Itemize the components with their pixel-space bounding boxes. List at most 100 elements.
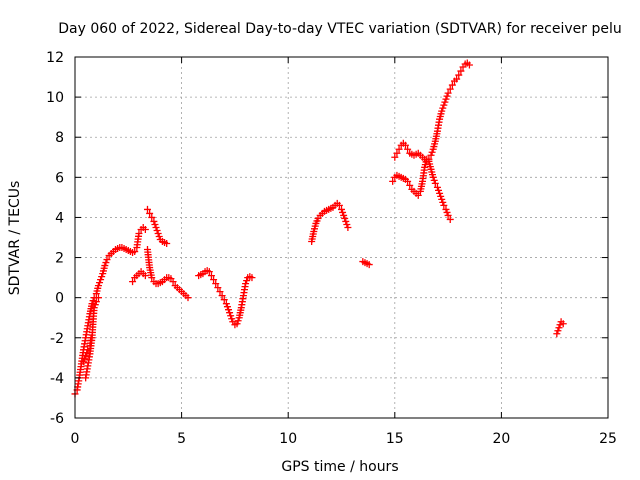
data-point	[225, 306, 233, 314]
data-point	[163, 240, 171, 248]
data-point	[81, 355, 89, 363]
data-point	[131, 248, 139, 256]
data-point	[428, 148, 436, 156]
data-point	[220, 296, 228, 304]
data-point	[103, 256, 111, 264]
data-point	[457, 67, 465, 75]
data-point	[153, 226, 161, 234]
data-point	[218, 292, 226, 300]
data-point	[141, 272, 149, 280]
data-point	[222, 300, 230, 308]
y-tick-label: -6	[50, 411, 64, 427]
data-point	[248, 274, 256, 282]
data-point	[429, 173, 437, 181]
data-point	[556, 321, 564, 329]
data-point	[401, 141, 409, 149]
data-point	[82, 352, 90, 360]
data-point	[234, 317, 242, 325]
y-tick-label: 0	[55, 291, 64, 307]
data-point	[553, 330, 561, 338]
y-tick-label: 6	[55, 170, 64, 186]
data-point	[102, 259, 110, 267]
data-point	[152, 223, 160, 231]
data-point	[129, 278, 137, 286]
data-point	[214, 284, 222, 292]
data-point	[150, 217, 158, 225]
grid	[75, 57, 608, 418]
data-point	[431, 179, 439, 187]
data-point	[342, 217, 350, 225]
data-point	[243, 277, 251, 285]
data-point	[335, 201, 343, 209]
data-point	[444, 211, 452, 219]
data-point	[343, 220, 351, 228]
data-point	[233, 320, 241, 328]
data-point	[433, 183, 441, 191]
data-point	[97, 276, 105, 284]
data-point	[453, 75, 461, 83]
data-point	[393, 149, 401, 157]
data-point	[227, 312, 235, 320]
data-point	[427, 151, 435, 159]
data-point	[391, 153, 399, 161]
data-point	[226, 309, 234, 317]
data-point	[555, 324, 563, 332]
data-point	[443, 92, 451, 100]
data-point	[344, 223, 352, 231]
data-point	[84, 346, 92, 354]
data-point	[92, 298, 100, 306]
data-point	[442, 95, 450, 103]
data-point	[435, 186, 443, 194]
data-point	[339, 208, 347, 216]
x-tick-label: 0	[71, 431, 80, 447]
data-point	[338, 205, 345, 213]
data-point	[389, 177, 397, 185]
data-point	[444, 89, 452, 97]
data-point	[223, 303, 231, 311]
data-point	[94, 282, 102, 290]
data-point	[169, 278, 177, 286]
y-axis-label: SDTVAR / TECUs	[7, 181, 23, 296]
data-point	[210, 276, 218, 284]
data-point	[439, 198, 447, 206]
y-tick-label: -4	[50, 371, 64, 387]
data-point	[148, 213, 156, 221]
data-point	[446, 215, 454, 223]
data-point	[184, 294, 192, 302]
y-tick-label: 8	[55, 130, 64, 146]
data-point	[148, 274, 156, 282]
data-point	[98, 273, 106, 281]
x-tick-label: 15	[386, 431, 404, 447]
plot-frame	[74, 56, 609, 419]
data-point	[90, 304, 98, 312]
data-point	[242, 280, 250, 288]
data-point	[436, 189, 444, 197]
data-point	[151, 220, 159, 228]
data-point	[96, 279, 104, 287]
data-point	[395, 145, 403, 153]
data-point	[559, 320, 567, 328]
y-tick-label: -2	[50, 331, 64, 347]
data-point	[101, 262, 109, 270]
data-point	[155, 232, 163, 240]
y-tick-label: 2	[55, 251, 64, 267]
data-point	[442, 205, 450, 213]
x-tick-label: 10	[279, 431, 297, 447]
data-point	[440, 201, 448, 209]
data-point	[88, 300, 96, 308]
data-point	[437, 192, 445, 200]
x-tick-label: 25	[599, 431, 617, 447]
data-point	[438, 195, 446, 203]
data-point	[465, 61, 473, 69]
data-point	[406, 181, 414, 189]
x-tick-label: 5	[177, 431, 186, 447]
data-point	[414, 191, 422, 199]
y-tick-label: 12	[46, 50, 64, 66]
x-tick-label: 20	[492, 431, 510, 447]
data-point	[228, 315, 236, 323]
data-point	[554, 327, 562, 335]
data-point	[441, 98, 449, 106]
data-point	[87, 334, 95, 342]
data-point	[404, 177, 412, 185]
